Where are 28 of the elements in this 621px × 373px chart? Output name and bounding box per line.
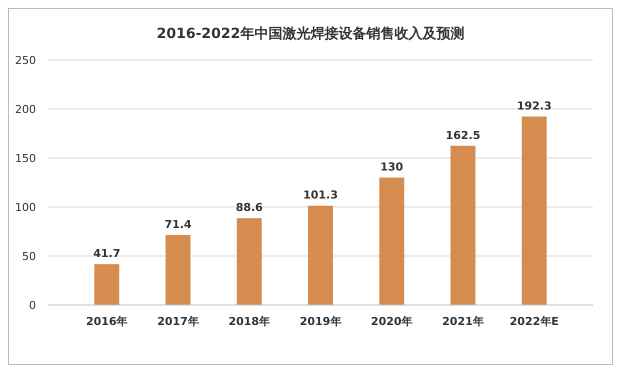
x-tick-label: 2021年	[442, 315, 484, 328]
data-label: 101.3	[303, 188, 338, 202]
y-tick-label: 100	[15, 201, 36, 214]
x-tick-label: 2019年	[300, 315, 342, 328]
bar	[450, 146, 476, 305]
y-tick-label: 0	[29, 299, 36, 312]
y-tick-label: 200	[15, 103, 36, 116]
bar	[308, 206, 333, 305]
x-tick-label: 2022年E	[510, 315, 559, 328]
bar	[236, 218, 262, 305]
data-label: 88.6	[236, 201, 264, 214]
bar	[379, 178, 404, 305]
x-tick-label: 2020年	[370, 315, 413, 328]
bar	[522, 116, 547, 305]
data-label: 192.3	[516, 100, 552, 113]
bar	[166, 235, 190, 305]
bar	[94, 264, 120, 305]
y-tick-label: 250	[15, 54, 36, 67]
chart-title: 2016-2022年中国激光焊接设备销售收入及预测	[156, 25, 464, 42]
data-label: 71.4	[164, 218, 192, 232]
x-tick-label: 2017年	[157, 315, 199, 328]
y-tick-label: 50	[22, 250, 36, 263]
data-label: 41.7	[93, 247, 120, 260]
data-label: 130	[380, 160, 404, 174]
data-label: 162.5	[446, 128, 480, 142]
y-tick-label: 150	[15, 152, 36, 165]
x-tick-label: 2016年	[86, 315, 128, 328]
x-tick-label: 2018年	[228, 315, 270, 328]
